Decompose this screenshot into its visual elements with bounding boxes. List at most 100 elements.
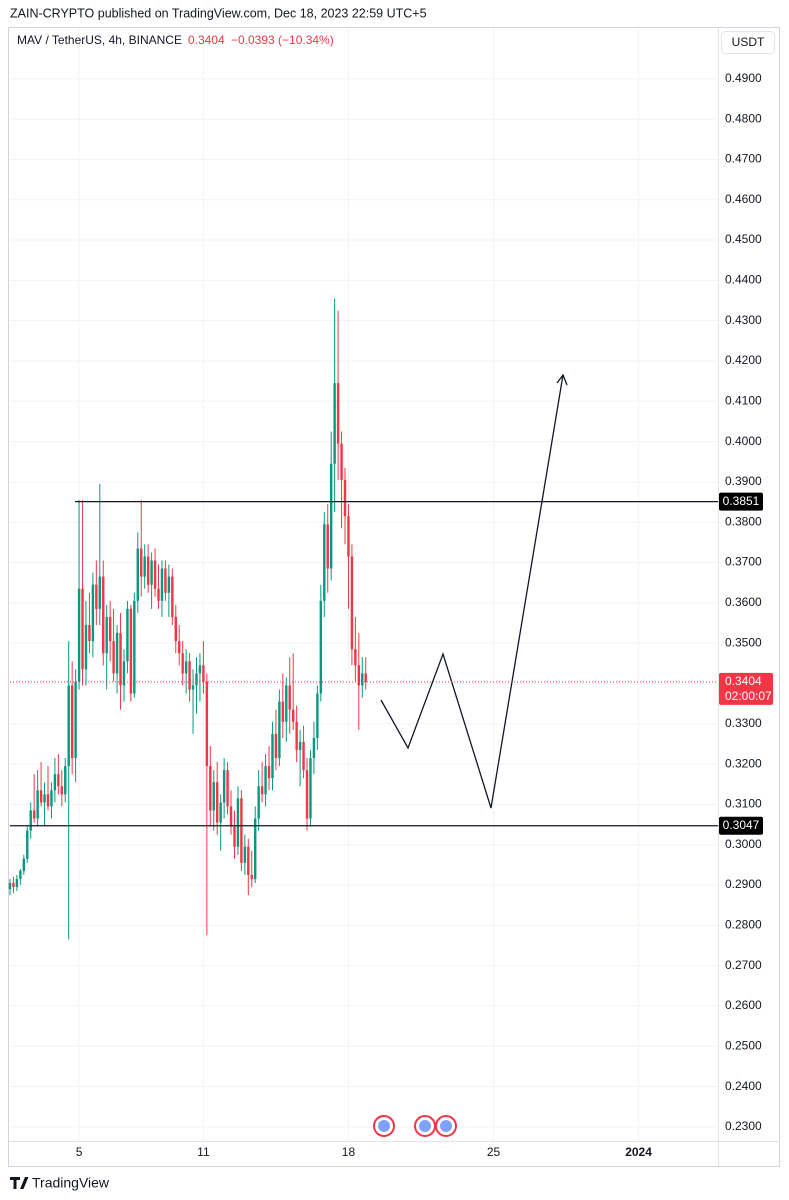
x-tick-label: 2024 <box>625 1145 652 1159</box>
candle-body <box>216 782 219 823</box>
y-tick-label: 0.4200 <box>725 353 762 367</box>
candle-body <box>298 741 302 750</box>
candle-body <box>77 588 81 682</box>
candle-body <box>32 810 36 819</box>
candle-body <box>115 633 119 674</box>
y-tick-label: 0.2900 <box>725 877 762 891</box>
candle-body <box>291 709 295 722</box>
y-tick-label: 0.4000 <box>725 434 762 448</box>
y-tick-label: 0.3200 <box>725 756 762 770</box>
candle-body <box>174 616 177 642</box>
candle-body <box>164 568 167 593</box>
candle-body <box>36 790 39 819</box>
footer-brand: TradingView <box>32 1175 110 1191</box>
candle-body <box>39 790 43 803</box>
level-label: 0.3047 <box>723 818 760 832</box>
event-flag-inner <box>378 1120 390 1132</box>
candle-body <box>136 548 139 601</box>
candle-body <box>150 560 153 585</box>
candle-body <box>53 774 57 791</box>
candle-body <box>88 625 91 642</box>
candle-body <box>198 665 202 674</box>
candle-body <box>260 786 264 795</box>
candle-body <box>267 766 271 779</box>
candle-body <box>243 846 247 863</box>
candle-body <box>157 588 160 601</box>
logo: TradingView <box>10 1175 110 1191</box>
candle-body <box>350 556 354 650</box>
y-tick-label: 0.4600 <box>725 192 762 206</box>
candle-body <box>229 806 233 827</box>
candle-body <box>153 560 157 589</box>
event-icons <box>373 1115 457 1137</box>
y-tick-label: 0.4900 <box>725 71 762 85</box>
y-tick-label: 0.3300 <box>725 716 762 730</box>
candle-body <box>302 741 305 771</box>
candle-body <box>129 608 133 694</box>
publisher: ZAIN-CRYPTO published on TradingView.com… <box>10 6 427 20</box>
candle-body <box>70 685 74 759</box>
candle-body <box>181 653 184 674</box>
y-tick-label: 0.4800 <box>725 111 762 125</box>
candle-body <box>146 556 150 585</box>
candle-body <box>50 790 53 807</box>
countdown: 02:00:07 <box>725 689 772 703</box>
projection-path <box>380 374 564 809</box>
candle-body <box>95 584 98 609</box>
y-tick-label: 0.2700 <box>725 958 762 972</box>
y-tick-label: 0.3900 <box>725 474 762 488</box>
candle-body <box>254 818 257 879</box>
candle-body <box>285 685 288 722</box>
x-tick-label: 5 <box>76 1145 83 1159</box>
candle-body <box>312 737 316 759</box>
candle-body <box>105 616 108 654</box>
candle-body <box>64 766 67 795</box>
candle-body <box>278 701 281 759</box>
candle-body <box>19 870 22 879</box>
candle-body <box>112 641 115 674</box>
candle-body <box>209 766 212 811</box>
currency-button[interactable] <box>721 31 775 54</box>
candle-body <box>288 685 291 710</box>
y-tick-label: 0.3700 <box>725 555 762 569</box>
candle-body <box>133 600 136 694</box>
candle-body <box>22 858 26 871</box>
y-tick-label: 0.3500 <box>725 635 762 649</box>
candle-body <box>119 633 122 686</box>
y-tick-label: 0.2400 <box>725 1079 762 1093</box>
candle-body <box>12 883 15 888</box>
candle-body <box>354 649 357 666</box>
drawing <box>380 373 568 809</box>
candle-body <box>178 641 181 654</box>
candle-body <box>226 770 229 807</box>
candle-body <box>191 685 195 690</box>
arrow-head <box>556 373 568 386</box>
last-price-badge <box>719 672 773 705</box>
grid <box>10 28 718 1141</box>
y-tick-label: 0.2600 <box>725 998 762 1012</box>
level-badge <box>719 816 763 835</box>
candle-body <box>271 733 274 779</box>
candle-body <box>250 874 253 879</box>
candle-body <box>29 810 32 831</box>
candle-body <box>81 588 84 670</box>
x-tick-label: 25 <box>487 1145 501 1159</box>
currency[interactable]: USDT <box>732 35 765 49</box>
y-tick-label: 0.3800 <box>725 514 762 528</box>
candle-body <box>240 798 243 863</box>
y-tick-label: 0.2500 <box>725 1038 762 1052</box>
candle-body <box>212 782 215 811</box>
y-tick-label: 0.4400 <box>725 273 762 287</box>
candle-body <box>357 665 361 686</box>
x-tick-label: 18 <box>342 1145 356 1159</box>
frame <box>8 27 780 1167</box>
candle-body <box>184 661 188 674</box>
candle-body <box>340 443 343 480</box>
y-tick-label: 0.3600 <box>725 595 762 609</box>
y-tick-label: 0.4100 <box>725 393 762 407</box>
candle-body <box>295 721 298 750</box>
candle-body <box>46 794 50 807</box>
y-tick-label: 0.4500 <box>725 232 762 246</box>
candle-body <box>281 701 285 722</box>
candles <box>8 298 367 940</box>
